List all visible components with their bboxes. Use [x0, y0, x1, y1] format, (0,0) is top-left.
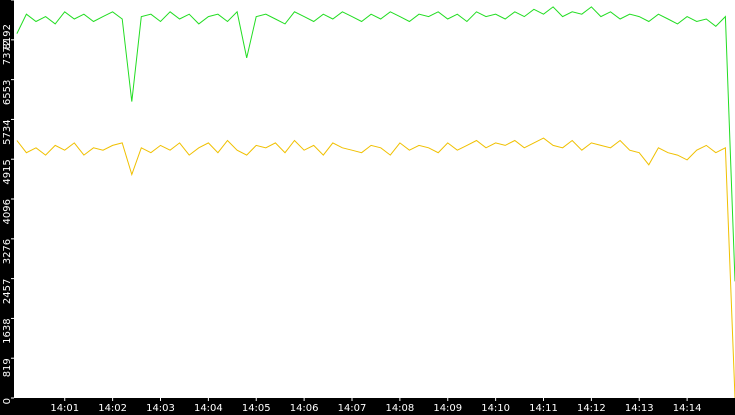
x-tick-label: 14:05	[242, 403, 271, 414]
y-tick-label: 4915	[2, 159, 13, 184]
series-line	[16, 6, 735, 282]
x-tick-label: 14:09	[433, 403, 462, 414]
plot-area	[14, 0, 735, 398]
y-tick-label: 1638	[2, 318, 13, 343]
x-tick-label: 14:13	[625, 403, 654, 414]
y-tick-label: 2457	[2, 279, 13, 304]
x-tick-label: 14:07	[338, 403, 367, 414]
x-tick-label: 14:12	[577, 403, 606, 414]
x-tick-label: 14:01	[50, 403, 79, 414]
x-tick-label: 14:03	[146, 403, 175, 414]
y-tick-label: 0	[2, 398, 13, 404]
y-tick-label: 5734	[2, 119, 13, 144]
y-tick-label: 6553	[2, 80, 13, 105]
x-tick-label: 14:06	[290, 403, 319, 414]
x-tick-label: 14:14	[673, 403, 702, 414]
x-tick-label: 14:02	[98, 403, 127, 414]
series-line	[16, 137, 735, 399]
y-tick-label: 819	[2, 358, 13, 377]
x-tick-label: 14:04	[194, 403, 223, 414]
x-tick-label: 14:11	[529, 403, 558, 414]
x-tick-label: 14:10	[481, 403, 510, 414]
y-tick-label: 7372	[2, 40, 13, 65]
y-tick-label: 4096	[2, 199, 13, 224]
y-tick-label: 8192	[2, 24, 13, 49]
x-tick-label: 14:08	[385, 403, 414, 414]
y-tick-label: 3276	[2, 239, 13, 264]
